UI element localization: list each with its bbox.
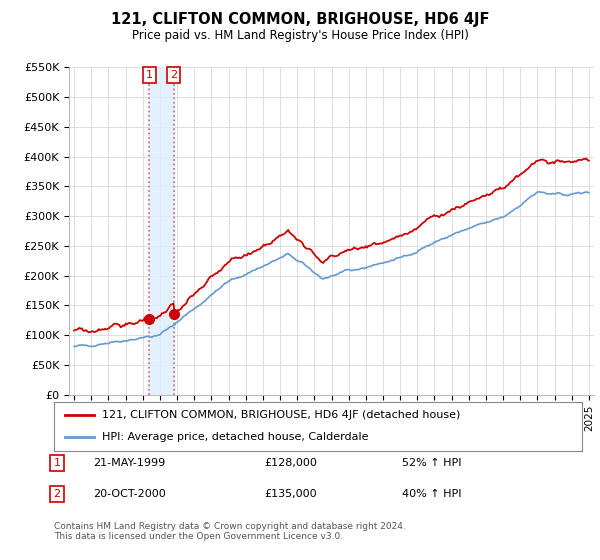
Text: Contains HM Land Registry data © Crown copyright and database right 2024.
This d: Contains HM Land Registry data © Crown c… (54, 522, 406, 542)
Text: 1: 1 (53, 458, 61, 468)
Text: Price paid vs. HM Land Registry's House Price Index (HPI): Price paid vs. HM Land Registry's House … (131, 29, 469, 42)
Bar (149, 67, 173, 395)
Text: HPI: Average price, detached house, Calderdale: HPI: Average price, detached house, Cald… (101, 432, 368, 442)
Text: 52% ↑ HPI: 52% ↑ HPI (402, 458, 461, 468)
Text: £135,000: £135,000 (264, 489, 317, 499)
Text: 121, CLIFTON COMMON, BRIGHOUSE, HD6 4JF: 121, CLIFTON COMMON, BRIGHOUSE, HD6 4JF (111, 12, 489, 27)
Text: 21-MAY-1999: 21-MAY-1999 (93, 458, 165, 468)
Text: 1: 1 (146, 70, 153, 80)
Text: 121, CLIFTON COMMON, BRIGHOUSE, HD6 4JF (detached house): 121, CLIFTON COMMON, BRIGHOUSE, HD6 4JF … (101, 410, 460, 420)
Text: £128,000: £128,000 (264, 458, 317, 468)
Text: 2: 2 (53, 489, 61, 499)
Text: 20-OCT-2000: 20-OCT-2000 (93, 489, 166, 499)
Text: 40% ↑ HPI: 40% ↑ HPI (402, 489, 461, 499)
Text: 2: 2 (170, 70, 177, 80)
